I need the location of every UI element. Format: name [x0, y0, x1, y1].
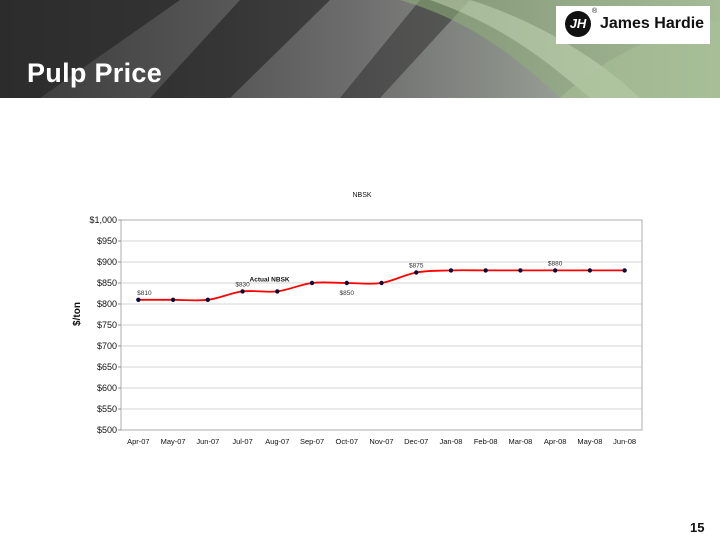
- x-tick-label: Mar-08: [509, 437, 533, 446]
- data-point: [414, 270, 419, 275]
- data-point: [552, 268, 558, 273]
- data-point: [205, 297, 211, 302]
- x-tick-label: Nov-07: [369, 437, 393, 446]
- series-line: [138, 269, 625, 302]
- page-number: 15: [690, 520, 705, 535]
- x-tick-label: Apr-07: [127, 437, 150, 446]
- chart-title: NBSK: [352, 192, 371, 199]
- company-logo: JH ® James Hardie: [556, 6, 710, 44]
- data-point: [587, 268, 593, 273]
- data-point: [275, 289, 280, 294]
- y-tick-label: $750: [97, 320, 117, 330]
- logo-registered-mark: ®: [592, 8, 598, 15]
- x-tick-label: Apr-08: [544, 437, 567, 446]
- data-point: [170, 297, 176, 302]
- logo-text: James Hardie: [600, 15, 705, 32]
- x-tick-label: Oct-07: [336, 437, 359, 446]
- x-tick-label: Dec-07: [404, 437, 428, 446]
- x-tick-label: May-07: [161, 437, 186, 446]
- y-tick-label: $950: [97, 236, 117, 246]
- x-tick-label: Feb-08: [474, 437, 498, 446]
- y-tick-label: $550: [97, 404, 117, 414]
- data-label: $830: [235, 281, 250, 288]
- data-point: [379, 280, 384, 286]
- y-tick-label: $650: [97, 362, 117, 372]
- y-tick-label: $700: [97, 341, 117, 351]
- x-tick-label: Aug-07: [265, 437, 289, 446]
- x-tick-label: Jan-08: [439, 437, 462, 446]
- data-point: [136, 297, 141, 302]
- y-tick-label: $900: [97, 257, 117, 267]
- data-point: [309, 280, 315, 286]
- y-tick-label: $500: [97, 425, 117, 435]
- data-point: [518, 268, 523, 273]
- data-point: [344, 280, 349, 286]
- x-tick-label: Sep-07: [300, 437, 324, 446]
- y-tick-label: $1,000: [89, 215, 117, 225]
- y-axis-label: $/ton: [72, 302, 83, 326]
- y-tick-label: $800: [97, 299, 117, 309]
- x-tick-label: Jul-07: [232, 437, 252, 446]
- data-label: $880: [548, 260, 563, 267]
- x-tick-label: May-08: [577, 437, 602, 446]
- logo-mark-icon: JH: [565, 11, 591, 37]
- data-label: $875: [409, 263, 424, 270]
- slide-title: Pulp Price: [27, 58, 163, 88]
- header-banner: Pulp Price JH ® James Hardie: [0, 0, 720, 98]
- y-tick-label: $850: [97, 278, 117, 288]
- series-annotation: Actual NBSK: [250, 276, 290, 283]
- data-label: $850: [340, 290, 355, 297]
- data-label: $810: [137, 290, 152, 297]
- data-point: [448, 268, 454, 273]
- x-tick-label: Jun-07: [196, 437, 219, 446]
- x-tick-label: Jun-08: [613, 437, 636, 446]
- data-point: [483, 268, 488, 273]
- data-point: [240, 289, 245, 294]
- data-point: [622, 268, 627, 273]
- y-tick-label: $600: [97, 383, 117, 393]
